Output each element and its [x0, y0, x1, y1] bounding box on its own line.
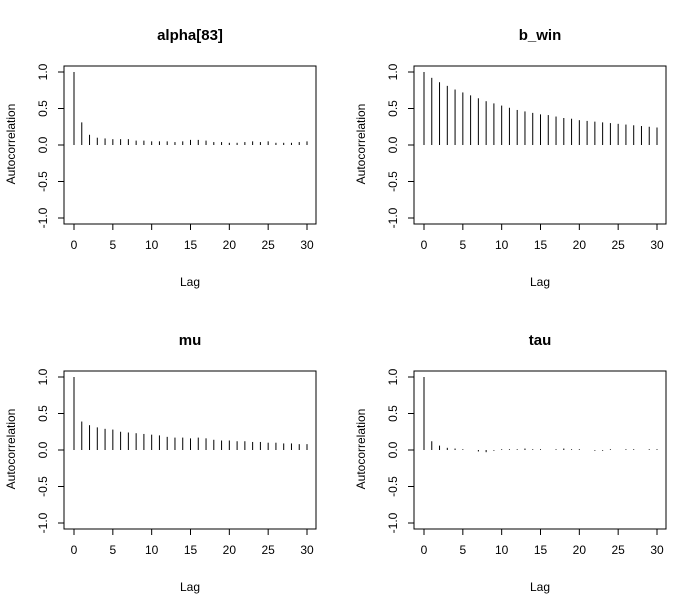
x-tick-label: 25 — [261, 543, 275, 557]
x-ticks: 0 5 10 15 20 25 30 — [421, 528, 664, 557]
x-tick-label: 25 — [611, 543, 625, 557]
y-tick-label: 1.0 — [36, 63, 50, 80]
x-tick-label: 0 — [71, 543, 78, 557]
x-axis-label: Lag — [530, 580, 550, 594]
panel-title: mu — [179, 332, 202, 349]
x-tick-label: 15 — [184, 543, 198, 557]
x-tick-label: 10 — [145, 238, 159, 252]
x-tick-label: 20 — [573, 543, 587, 557]
x-tick-label: 20 — [223, 543, 237, 557]
x-tick-label: 25 — [611, 238, 625, 252]
x-tick-label: 30 — [300, 543, 314, 557]
x-tick-label: 10 — [495, 543, 509, 557]
x-tick-label: 0 — [421, 238, 428, 252]
x-tick-label: 30 — [300, 238, 314, 252]
y-axis-label: Autocorrelation — [354, 409, 368, 490]
acf-panel-tau: tau Autocorrelation Lag -1.0 -0.5 0.0 0.5 1.… — [354, 332, 667, 594]
x-tick-label: 5 — [109, 238, 116, 252]
x-tick-label: 5 — [459, 543, 466, 557]
y-axis-label: Autocorrelation — [4, 104, 18, 185]
y-tick-label: 1.0 — [386, 368, 400, 385]
x-tick-label: 30 — [650, 543, 664, 557]
y-tick-label: -1.0 — [36, 512, 50, 533]
y-tick-label: 0.5 — [36, 405, 50, 422]
x-ticks: 0 5 10 15 20 25 30 — [71, 528, 314, 557]
y-axis-label: Autocorrelation — [4, 409, 18, 490]
x-tick-label: 0 — [421, 543, 428, 557]
acf-panel-alpha83: alpha[83] Autocorrelation Lag -1.0 -0.5 0.… — [4, 27, 317, 289]
panel-title: b_win — [519, 27, 562, 44]
y-tick-label: 0.5 — [36, 100, 50, 117]
x-tick-label: 25 — [261, 238, 275, 252]
x-tick-label: 5 — [109, 543, 116, 557]
y-ticks: -1.0 -0.5 0.0 0.5 1.0 — [386, 368, 415, 533]
y-tick-label: -1.0 — [386, 207, 400, 228]
y-tick-label: 0.5 — [386, 405, 400, 422]
x-axis-label: Lag — [180, 275, 200, 289]
acf-panel-b-win: b_win Autocorrelation Lag -1.0 -0.5 0.0 0.5… — [354, 27, 667, 289]
panel-title: alpha[83] — [157, 27, 223, 44]
x-tick-label: 20 — [223, 238, 237, 252]
y-tick-label: 0.5 — [386, 100, 400, 117]
y-tick-label: 1.0 — [36, 368, 50, 385]
y-axis-label: Autocorrelation — [354, 104, 368, 185]
x-tick-label: 20 — [573, 238, 587, 252]
x-tick-label: 10 — [145, 543, 159, 557]
y-ticks: -1.0 -0.5 0.0 0.5 1.0 — [386, 63, 415, 228]
x-tick-label: 15 — [534, 543, 548, 557]
acf-bars — [423, 72, 658, 145]
y-tick-label: -0.5 — [36, 171, 50, 192]
x-ticks: 0 5 10 15 20 25 30 — [421, 223, 664, 252]
y-tick-label: 1.0 — [386, 63, 400, 80]
acf-bars — [73, 72, 308, 145]
acf-panel-mu: mu Autocorrelation Lag -1.0 -0.5 0.0 0.5 1.0… — [4, 332, 317, 594]
x-tick-label: 5 — [459, 238, 466, 252]
x-axis-label: Lag — [530, 275, 550, 289]
y-tick-label: -0.5 — [386, 171, 400, 192]
x-ticks: 0 5 10 15 20 25 30 — [71, 223, 314, 252]
y-tick-label: -0.5 — [386, 476, 400, 497]
y-tick-label: -1.0 — [386, 512, 400, 533]
y-tick-label: 0.0 — [36, 136, 50, 153]
x-axis-label: Lag — [180, 580, 200, 594]
x-tick-label: 15 — [184, 238, 198, 252]
y-tick-label: 0.0 — [386, 136, 400, 153]
acf-bars — [73, 377, 308, 450]
x-tick-label: 10 — [495, 238, 509, 252]
y-ticks: -1.0 -0.5 0.0 0.5 1.0 — [36, 63, 65, 228]
x-tick-label: 0 — [71, 238, 78, 252]
x-tick-label: 15 — [534, 238, 548, 252]
y-tick-label: 0.0 — [386, 441, 400, 458]
acf-bars — [423, 377, 658, 453]
x-tick-label: 30 — [650, 238, 664, 252]
y-tick-label: -1.0 — [36, 207, 50, 228]
y-tick-label: -0.5 — [36, 476, 50, 497]
y-ticks: -1.0 -0.5 0.0 0.5 1.0 — [36, 368, 65, 533]
panel-title: tau — [529, 332, 552, 349]
y-tick-label: 0.0 — [36, 441, 50, 458]
